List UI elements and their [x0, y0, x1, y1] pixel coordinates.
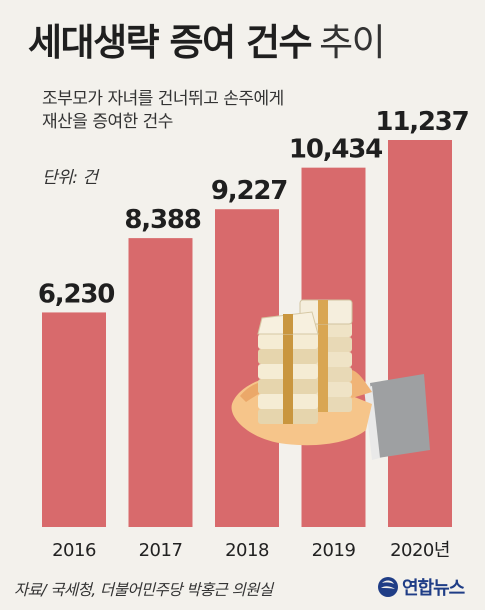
x-tick-label-2: 2018 — [225, 540, 269, 561]
chart-title: 세대생략 증여 건수 추이 — [28, 12, 386, 66]
x-tick-label-1: 2017 — [139, 540, 183, 561]
bar-0 — [42, 312, 106, 527]
value-label-4: 11,237 — [375, 107, 468, 137]
unit-label: 단위: 건 — [42, 168, 98, 188]
x-tick-label-0: 2016 — [52, 540, 96, 561]
x-tick-label-4: 2020년 — [390, 540, 450, 561]
value-label-1: 8,388 — [124, 205, 200, 235]
bars-group — [42, 140, 452, 527]
source-note: 자료/ 국세청, 더불어민주당 박홍근 의원실 — [14, 581, 273, 599]
logo-text: 연합뉴스 — [402, 578, 465, 599]
chart-subtitle: 조부모가 자녀를 건너뛰고 손주에게 재산을 증여한 건수 — [42, 88, 284, 134]
yonhap-logo: 연합뉴스 — [376, 574, 465, 600]
yonhap-globe-icon — [378, 577, 398, 597]
value-label-2: 9,227 — [211, 176, 287, 206]
bar-1 — [128, 238, 193, 527]
title-main: 세대생략 증여 건수 — [28, 21, 313, 64]
bar-4 — [388, 140, 452, 527]
value-label-0: 6,230 — [38, 279, 114, 309]
x-tick-label-3: 2019 — [312, 540, 356, 561]
subtitle-line-1: 조부모가 자녀를 건너뛰고 손주에게 — [42, 89, 284, 109]
hand-holding-money-illustration — [231, 299, 430, 460]
x-axis-labels-group: 2016 2017 2018 2019 2020년 — [52, 540, 450, 561]
value-label-3: 10,434 — [289, 135, 382, 165]
subtitle-line-2: 재산을 증여한 건수 — [42, 112, 173, 132]
title-light: 추이 — [319, 21, 386, 64]
